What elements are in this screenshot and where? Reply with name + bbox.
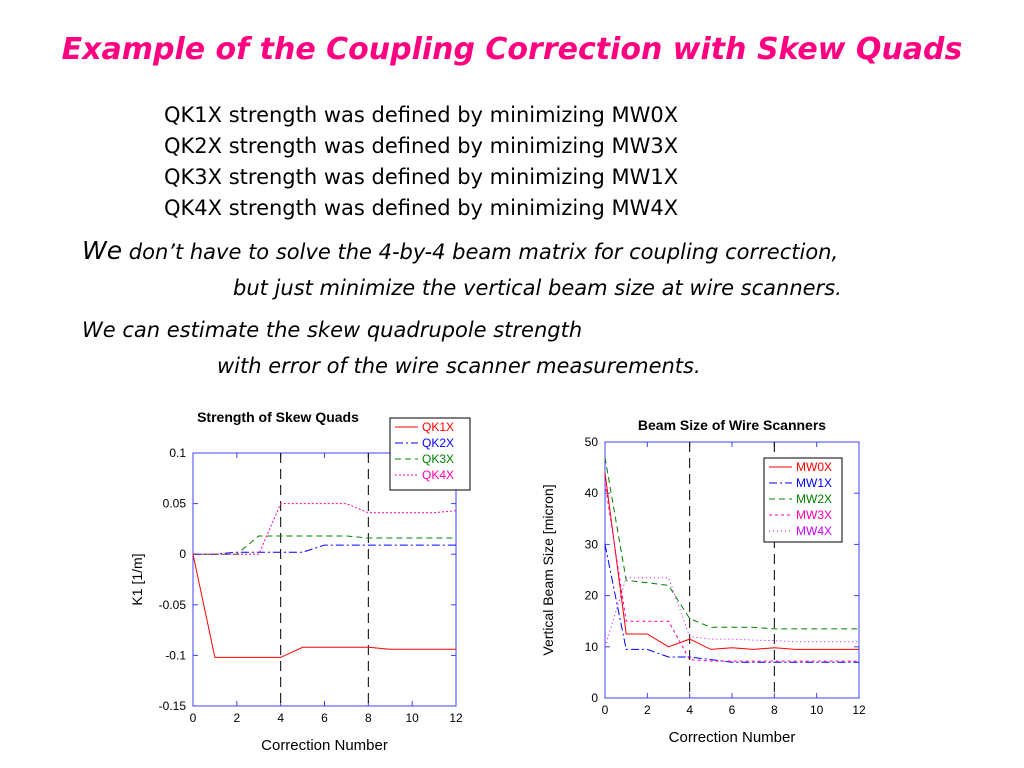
series-line-qk4x: [193, 503, 457, 555]
definition-list: QK1X strength was defined by minimizing …: [164, 100, 678, 224]
slide-title: Example of the Coupling Correction with …: [61, 32, 963, 67]
x-tick-label: 2: [233, 711, 240, 725]
x-tick-label: 0: [190, 711, 197, 725]
y-tick-label: -0.1: [165, 648, 186, 662]
x-axis-label: Correction Number: [669, 729, 796, 746]
y-tick-label: 20: [585, 589, 599, 603]
legend-box: [763, 457, 843, 543]
note-2-line-1: We can estimate the skew quadrupole stre…: [82, 318, 583, 342]
y-tick-label: 10: [585, 640, 599, 654]
x-axis-label: Correction Number: [261, 737, 388, 754]
x-tick-label: 2: [644, 703, 651, 717]
legend-label: QK2X: [422, 436, 454, 450]
y-tick-label: 30: [585, 537, 599, 551]
legend-label: QK1X: [422, 420, 454, 434]
x-tick-label: 6: [729, 703, 736, 717]
definition-line: QK1X strength was defined by minimizing …: [164, 103, 679, 127]
series-line-mw2x: [604, 457, 859, 630]
legend-label: QK4X: [422, 468, 454, 482]
legend-label: MW0X: [796, 460, 832, 474]
legend-label: MW2X: [796, 492, 832, 506]
note-1-we: We: [82, 236, 123, 265]
y-axis-label: Vertical Beam Size [micron]: [540, 484, 556, 655]
x-tick-label: 4: [277, 711, 284, 725]
y-tick-label: 0: [591, 691, 598, 705]
definition-line: QK4X strength was defined by minimizing …: [164, 196, 679, 220]
x-tick-label: 4: [686, 703, 693, 717]
legend-label: MW4X: [796, 524, 832, 538]
series-line-mw4x: [604, 577, 859, 647]
y-tick-label: 0.1: [169, 446, 186, 460]
note-1-line-2: but just minimize the vertical beam size…: [233, 276, 842, 300]
note-1-text: don’t have to solve the 4-by-4 beam matr…: [128, 240, 839, 264]
y-tick-label: -0.05: [159, 598, 187, 612]
y-tick-label: -0.15: [159, 699, 187, 713]
note-1-line-1: We don’t have to solve the 4-by-4 beam m…: [82, 236, 838, 265]
legend-label: MW1X: [796, 476, 832, 490]
skew-quad-strength-chart: Strength of Skew Quads 0 2 4 6 8 10 12 -0.15 -0.1…: [129, 409, 471, 754]
definition-line: QK2X strength was defined by minimizing …: [164, 134, 679, 158]
note-2-line-2: with error of the wire scanner measureme…: [217, 354, 701, 378]
x-tick-label: 12: [852, 703, 866, 717]
plot-frame: [192, 452, 457, 707]
y-tick-label: 0: [179, 547, 186, 561]
chart-title: Beam Size of Wire Scanners: [638, 417, 826, 433]
x-tick-label: 8: [771, 703, 778, 717]
x-tick-label: 8: [365, 711, 372, 725]
x-tick-label: 10: [810, 703, 824, 717]
y-axis-label: K1 [1/m]: [129, 553, 145, 605]
legend-label: MW3X: [796, 508, 832, 522]
series-line-qk3x: [193, 535, 456, 555]
series-line-mw0x: [604, 472, 859, 650]
definition-line: QK3X strength was defined by minimizing …: [164, 165, 679, 189]
legend-label: QK3X: [422, 452, 454, 466]
y-tick-label: 0.05: [163, 497, 187, 511]
x-tick-label: 0: [602, 703, 609, 717]
chart-title: Strength of Skew Quads: [197, 409, 359, 425]
x-tick-label: 12: [449, 711, 463, 725]
series-line-mw1x: [604, 544, 859, 663]
y-tick-label: 50: [585, 435, 599, 449]
series-line-qk2x: [193, 544, 456, 555]
y-tick-label: 40: [585, 486, 599, 500]
series-line-qk1x: [192, 554, 456, 658]
x-tick-label: 6: [321, 711, 328, 725]
legend-box: [389, 417, 471, 491]
x-tick-label: 10: [405, 711, 419, 725]
wire-scanner-beam-size-chart: Beam Size of Wire Scanners 0 2 4 6 8 10 12 0 10 20…: [540, 417, 866, 746]
